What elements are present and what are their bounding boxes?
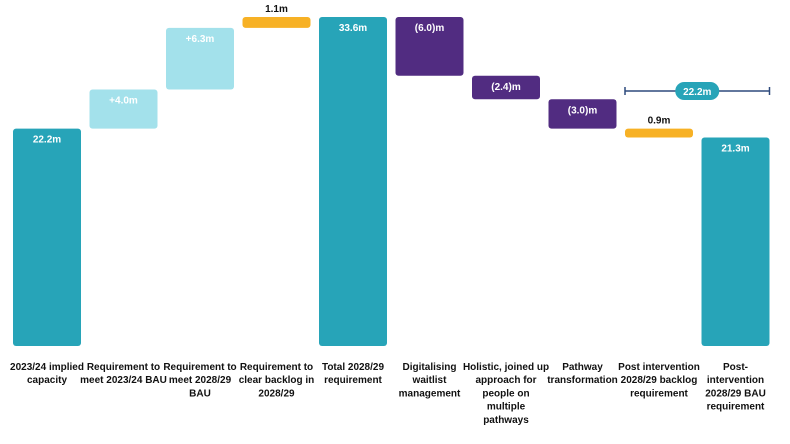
category-label-holistic-joined-up-approach-for-people-on-multiple-pathways: Holistic, joined up approach for people on… xyxy=(463,362,549,426)
category-label-total-2028-29-requirement: Total 2028/29 requirement xyxy=(322,362,385,386)
category-label-line: management xyxy=(399,388,461,399)
bar-holistic-joined-up-approach-for-people-on-multiple-pathways xyxy=(472,75,540,100)
data-label-requirement-to-meet-2028-29-bau: +6.3m xyxy=(186,34,215,45)
bar-post-intervention-2028-29-backlog-requirement xyxy=(625,128,693,138)
bar-pathway-transformation xyxy=(548,99,617,129)
category-label-line: meet 2023/24 BAU xyxy=(80,375,167,386)
category-label-line: Pathway xyxy=(562,362,603,373)
category-label-line: Requirement to xyxy=(240,362,313,373)
category-label-line: pathways xyxy=(483,415,529,426)
category-label-line: requirement xyxy=(707,402,765,413)
bar-post-intervention-2028-29-bau-requirement xyxy=(701,137,770,346)
bar-requirement-to-clear-backlog-in-2028-29 xyxy=(242,17,311,28)
category-label-line: waitlist xyxy=(412,375,448,386)
category-label-line: Holistic, joined up xyxy=(463,362,549,373)
data-label-total-2028-29-requirement: 33.6m xyxy=(339,23,367,34)
data-label-requirement-to-meet-2023-24-bau: +4.0m xyxy=(109,96,138,107)
category-label-line: approach for xyxy=(475,375,536,386)
category-label-pathway-transformation: Pathway transformation xyxy=(547,362,618,386)
category-label-line: people on xyxy=(482,388,529,399)
category-label-line: requirement xyxy=(324,375,382,386)
data-label-post-intervention-2028-29-bau-requirement: 21.3m xyxy=(721,143,749,154)
category-label-line: Total 2028/29 xyxy=(322,362,385,373)
data-label-requirement-to-clear-backlog-in-2028-29: 1.1m xyxy=(265,4,288,15)
category-label-line: 2028/29 xyxy=(258,388,295,399)
category-label-line: clear backlog in xyxy=(239,375,315,386)
category-label-line: Requirement to xyxy=(87,362,160,373)
category-label-line: capacity xyxy=(27,375,67,386)
bracket-pill xyxy=(675,82,720,100)
category-label-line: Post- xyxy=(723,362,748,373)
bar-digitalising-waitlist-management xyxy=(395,17,464,76)
category-label-requirement-to-meet-2023-24-bau: Requirement to meet 2023/24 BAU xyxy=(80,362,167,386)
category-label-line: multiple xyxy=(487,402,526,413)
category-label-line: Post intervention xyxy=(618,362,700,373)
category-label-line: meet 2028/29 xyxy=(169,375,232,386)
data-label-holistic-joined-up-approach-for-people-on-multiple-pathways: (2.4)m xyxy=(491,82,521,93)
bar-requirement-to-meet-2028-29-bau xyxy=(166,27,234,90)
category-label-line: 2028/29 backlog xyxy=(621,375,698,386)
bar-2023-24-implied-capacity xyxy=(13,128,81,346)
data-label-digitalising-waitlist-management: (6.0)m xyxy=(415,23,445,34)
data-label-post-intervention-2028-29-backlog-requirement: 0.9m xyxy=(648,116,671,127)
bracket-label: 22.2m xyxy=(683,87,711,98)
category-label-requirement-to-meet-2028-29-bau: Requirement to meet 2028/29 BAU xyxy=(163,362,236,399)
category-label-line: BAU xyxy=(189,388,211,399)
category-label-line: Digitalising xyxy=(403,362,457,373)
category-label-2023-24-implied-capacity: 2023/24 implied capacity xyxy=(10,362,84,386)
category-label-requirement-to-clear-backlog-in-2028-29: Requirement to clear backlog in 2028/29 xyxy=(239,362,315,399)
bar-requirement-to-meet-2023-24-bau xyxy=(89,89,158,129)
data-label-2023-24-implied-capacity: 22.2m xyxy=(33,135,61,146)
category-label-line: transformation xyxy=(547,375,618,386)
bar-total-2028-29-requirement xyxy=(319,17,387,346)
category-label-post-intervention-2028-29-backlog-requirement: Post intervention 2028/29 backlog requirem… xyxy=(618,362,700,399)
data-label-pathway-transformation: (3.0)m xyxy=(568,105,598,116)
category-label-post-intervention-2028-29-bau-requirement: Post-intervention 2028/29 BAU requirement xyxy=(705,362,766,413)
category-label-line: 2023/24 implied xyxy=(10,362,84,373)
category-label-line: 2028/29 BAU xyxy=(705,388,766,399)
category-label-line: Requirement to xyxy=(163,362,236,373)
category-label-line: intervention xyxy=(707,375,764,386)
category-label-line: requirement xyxy=(630,388,688,399)
category-label-digitalising-waitlist-management: Digitalising waitlist management xyxy=(399,362,461,399)
